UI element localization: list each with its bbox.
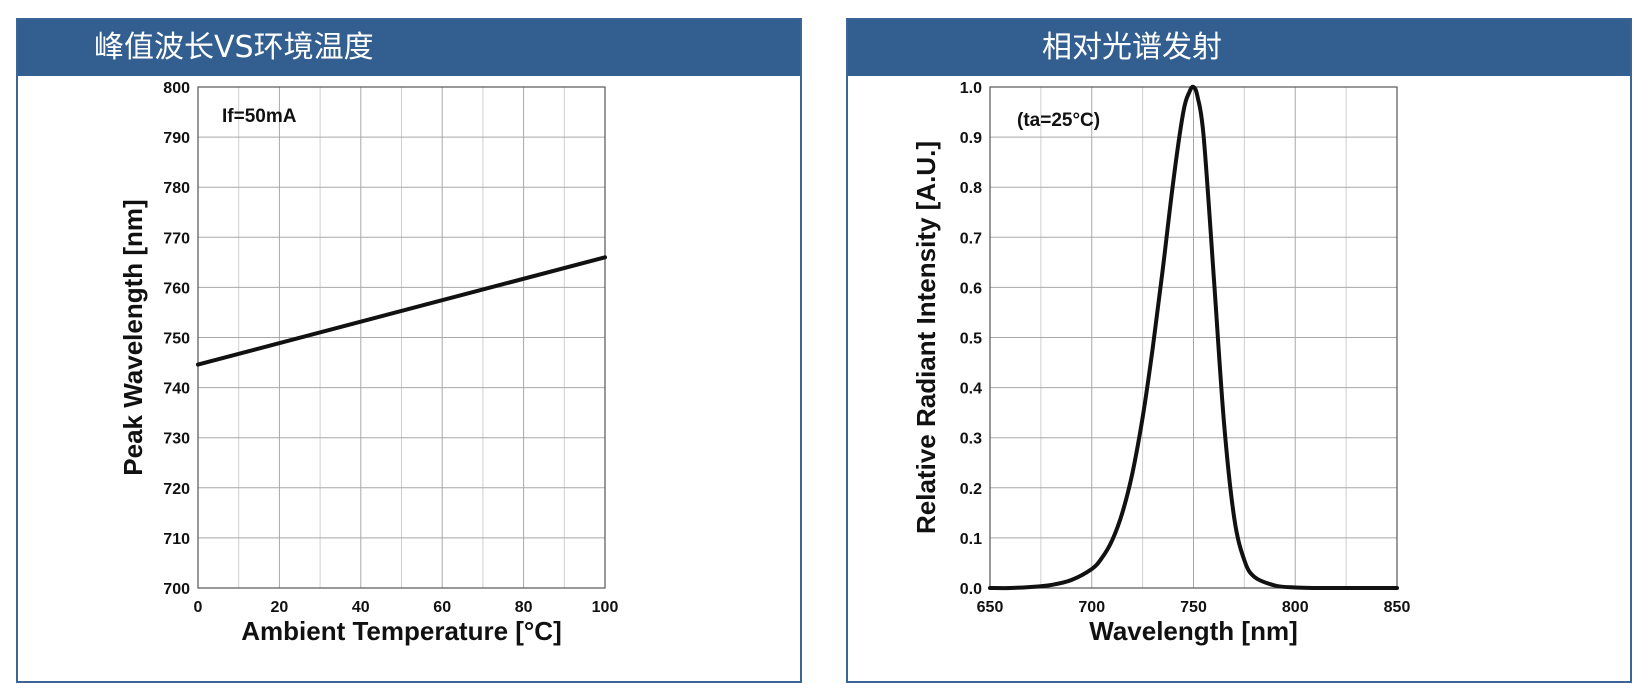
y-axis-title: Peak Wavelength [nm] [118,199,148,475]
plot-area-1 [988,84,1399,591]
y-tick-label: 0.9 [960,130,982,147]
y-tick-label: 760 [163,280,190,297]
y-tick-label: 770 [163,230,190,247]
y-tick-label: 800 [163,80,190,97]
x-tick-label: 60 [433,599,451,616]
plot-frame [197,86,606,589]
series-line [988,84,1399,591]
y-tick-label: 0.0 [960,581,982,598]
x-tick-label: 650 [977,599,1004,616]
y-tick-label: 0.1 [960,531,982,548]
chart-title: 峰值波长VS环境温度 [94,30,374,65]
x-tick-label: 800 [1282,599,1309,616]
x-axis-title: Ambient Temperature [°C] [241,616,562,646]
x-tick-label: 20 [271,599,289,616]
x-tick-label: 700 [1078,599,1105,616]
y-tick-label: 730 [163,431,190,448]
x-tick-label: 0 [194,599,203,616]
y-tick-label: 790 [163,130,190,147]
y-tick-label: 0.8 [960,180,982,197]
y-tick-label: 740 [163,381,190,398]
x-tick-label: 100 [592,599,619,616]
y-tick-label: 0.2 [960,481,982,498]
x-axis-title: Wavelength [nm] [1089,616,1297,646]
x-tick-label: 40 [352,599,370,616]
y-tick-label: 700 [163,581,190,598]
panel-header: 相对光谱发射 [848,20,1630,76]
y-tick-label: 0.5 [960,331,982,348]
spectrum-panel: 相对光谱发射 [846,18,1632,683]
y-tick-label: 1.0 [960,80,982,97]
condition-annotation: If=50mA [222,106,297,127]
y-tick-label: 710 [163,531,190,548]
y-tick-label: 0.6 [960,280,982,297]
x-tick-label: 80 [515,599,533,616]
y-axis-title: Relative Radiant Intensity [A.U.] [911,141,941,534]
y-tick-label: 0.4 [960,381,982,398]
panel-header: 峰值波长VS环境温度 [18,20,800,76]
y-tick-label: 0.3 [960,431,982,448]
y-tick-label: 780 [163,180,190,197]
x-tick-label: 750 [1180,599,1207,616]
peak-wavelength-panel: 峰值波长VS环境温度 [16,18,802,683]
condition-annotation: (ta=25°C) [1017,110,1100,131]
y-tick-label: 750 [163,331,190,348]
x-tick-label: 850 [1384,599,1411,616]
y-tick-label: 0.7 [960,230,982,247]
series-line [196,255,607,367]
plot-area-0 [196,86,607,589]
chart-title: 相对光谱发射 [1042,30,1222,65]
y-tick-label: 720 [163,481,190,498]
